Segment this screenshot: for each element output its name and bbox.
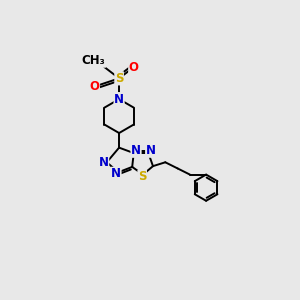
Text: N: N — [114, 93, 124, 106]
Text: CH₃: CH₃ — [82, 54, 106, 67]
Text: S: S — [138, 170, 146, 183]
Text: S: S — [115, 72, 123, 85]
Text: N: N — [99, 156, 109, 169]
Text: O: O — [129, 61, 139, 74]
Text: N: N — [111, 167, 121, 180]
Text: N: N — [146, 144, 156, 157]
Text: O: O — [89, 80, 100, 92]
Text: N: N — [131, 144, 141, 157]
